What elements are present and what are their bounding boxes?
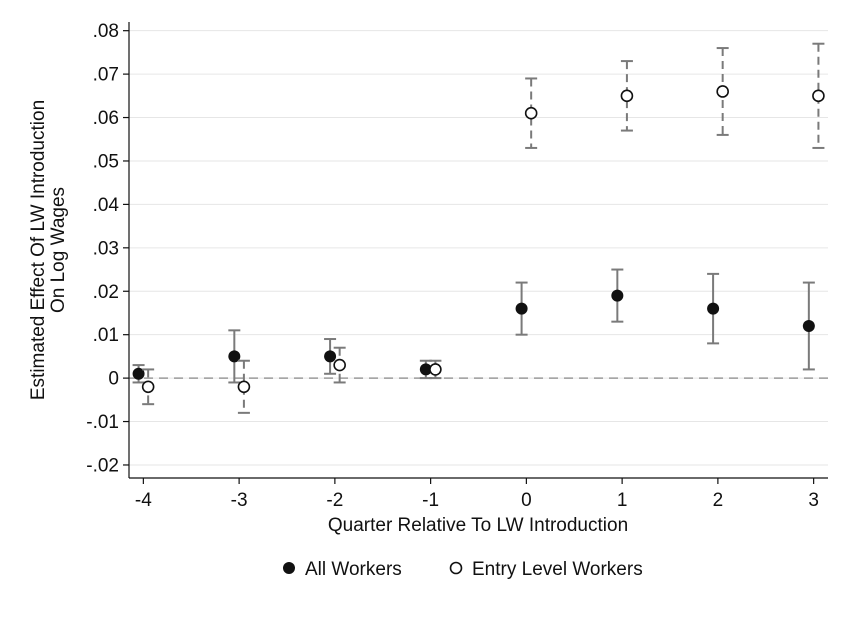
- data-point: [611, 289, 624, 302]
- y-tick-label: 0: [108, 369, 119, 390]
- legend-label-all-workers: All Workers: [305, 559, 402, 580]
- x-tick-label: 0: [521, 490, 532, 511]
- data-point: [812, 89, 825, 103]
- x-tick-label: -3: [231, 490, 248, 511]
- y-tick-labels: .08 .07 .06 .05 .04 .03 .02 .01 0 -.01 -.02: [86, 21, 119, 476]
- legend: All Workers Entry Level Workers: [283, 559, 643, 580]
- legend-marker-all-workers: [283, 562, 295, 574]
- data-point: [515, 302, 528, 315]
- y-tick-label: .04: [93, 195, 120, 216]
- data-point: [429, 363, 442, 376]
- legend-marker-entry-level-workers: [449, 561, 463, 575]
- axes: [123, 22, 828, 484]
- y-tick-label: .05: [93, 151, 119, 172]
- y-tick-label: .06: [93, 108, 119, 129]
- y-axis-title-line-2: On Log Wages: [48, 187, 69, 313]
- data-point: [132, 367, 145, 380]
- data-point: [802, 320, 815, 332]
- x-tick-label: 1: [617, 490, 628, 511]
- x-tick-label: -1: [422, 490, 439, 511]
- data-point: [716, 85, 729, 98]
- series-all-workers: [132, 268, 815, 384]
- x-axis-title: Quarter Relative To LW Introduction: [328, 515, 628, 536]
- data-point: [333, 358, 346, 372]
- data-point: [237, 380, 251, 394]
- x-tick-label: -2: [326, 490, 343, 511]
- data-point: [707, 302, 720, 315]
- y-tick-label: .08: [93, 21, 119, 42]
- data-point: [141, 380, 155, 394]
- data-point: [620, 89, 634, 103]
- data-point: [419, 363, 432, 376]
- x-tick-labels: -4 -3 -2 -1 0 1 2 3: [135, 490, 819, 511]
- y-tick-label: -.01: [86, 412, 119, 433]
- y-tick-label: -.02: [86, 455, 119, 476]
- data-point: [524, 106, 538, 120]
- y-axis-title: Estimated Effect Of LW Introduction On L…: [28, 100, 69, 400]
- legend-label-entry-level-workers: Entry Level Workers: [472, 559, 643, 580]
- data-point: [324, 350, 337, 363]
- y-tick-label: .01: [93, 325, 119, 346]
- x-tick-label: 2: [713, 490, 724, 511]
- data-point: [228, 350, 241, 363]
- x-tick-label: -4: [135, 490, 152, 511]
- y-tick-label: .03: [93, 238, 119, 259]
- data-series: [132, 42, 825, 414]
- x-tick-label: 3: [808, 490, 819, 511]
- y-tick-label: .07: [93, 65, 119, 86]
- y-axis-title-line-1: Estimated Effect Of LW Introduction: [28, 100, 49, 400]
- series-entry-level-workers: [141, 42, 825, 414]
- y-tick-label: .02: [93, 282, 119, 303]
